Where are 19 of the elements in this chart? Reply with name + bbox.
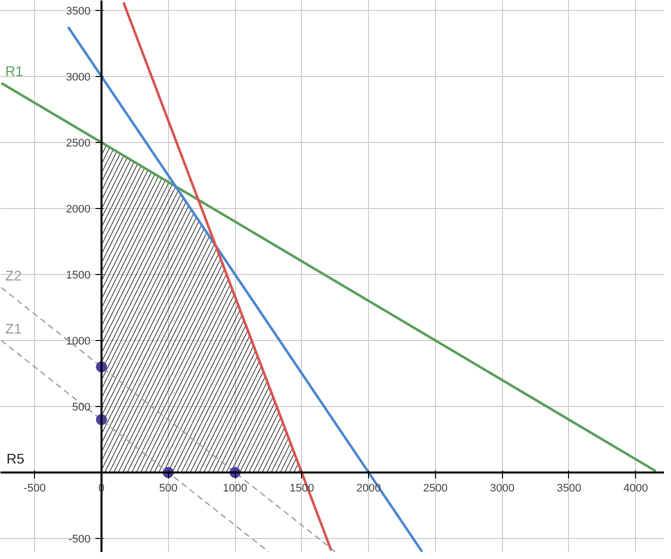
x-tick-label: 3000 bbox=[490, 482, 514, 494]
y-tick-label: 2500 bbox=[66, 137, 90, 150]
y-tick-label: 1500 bbox=[66, 269, 90, 282]
y-tick-label: -500 bbox=[68, 534, 90, 546]
series-label: Z1 bbox=[5, 320, 22, 336]
x-tick-label: 4000 bbox=[624, 482, 648, 494]
series-label: R1 bbox=[5, 63, 24, 80]
series-label: Z2 bbox=[5, 268, 22, 284]
y-tick-label: 1000 bbox=[66, 335, 90, 348]
y-tick-label: 3500 bbox=[66, 5, 90, 18]
x-tick-label: -500 bbox=[24, 482, 46, 494]
x-tick-label: 2500 bbox=[423, 482, 448, 494]
x-tick-label: 1000 bbox=[222, 482, 248, 494]
y-tick-label: 500 bbox=[72, 401, 90, 414]
y-tick-label: 2000 bbox=[66, 203, 90, 216]
y-tick-label: 3000 bbox=[66, 71, 90, 84]
x-tick-label: 3500 bbox=[556, 482, 582, 494]
x-tick-label: 500 bbox=[159, 482, 178, 494]
annotation: R5 bbox=[6, 450, 25, 466]
